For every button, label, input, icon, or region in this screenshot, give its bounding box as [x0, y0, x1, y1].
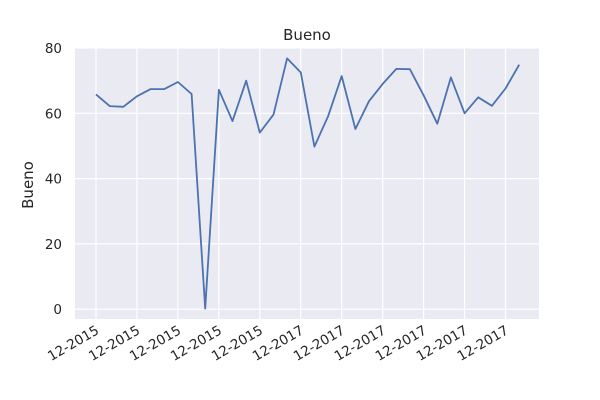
- chart-title: Bueno: [283, 26, 331, 44]
- data-point: [121, 105, 125, 109]
- y-tick-label: 0: [53, 302, 62, 318]
- data-point: [326, 114, 330, 118]
- data-point: [231, 119, 235, 123]
- data-point: [490, 104, 494, 108]
- y-tick-label: 20: [45, 237, 62, 253]
- data-point: [94, 92, 98, 96]
- y-tick-label: 80: [45, 41, 62, 57]
- data-point: [149, 87, 153, 91]
- data-point: [476, 95, 480, 99]
- data-point: [408, 67, 412, 71]
- plot-area: [75, 48, 539, 319]
- series-layer: [94, 56, 521, 311]
- data-point: [162, 87, 166, 91]
- gridlines: [75, 47, 539, 319]
- data-point: [244, 79, 248, 83]
- series-line: [95, 57, 520, 310]
- x-tick-labels: 12-201512-201512-201512-201512-201512-20…: [45, 323, 511, 365]
- data-point: [108, 104, 112, 108]
- data-point: [504, 86, 508, 90]
- data-point: [422, 93, 426, 97]
- data-point: [135, 94, 139, 98]
- data-point: [271, 113, 275, 117]
- data-point: [435, 122, 439, 126]
- data-point: [463, 111, 467, 115]
- data-point: [285, 56, 289, 60]
- data-point: [176, 80, 180, 84]
- data-point: [394, 67, 398, 71]
- y-axis-label: Bueno: [19, 161, 37, 209]
- data-point: [258, 131, 262, 135]
- y-tick-label: 40: [45, 172, 62, 188]
- y-tick-label: 60: [45, 106, 62, 122]
- data-point: [517, 63, 521, 67]
- data-point: [203, 307, 207, 311]
- data-point: [190, 92, 194, 96]
- data-point: [217, 88, 221, 92]
- data-point: [367, 99, 371, 103]
- data-point: [299, 70, 303, 74]
- data-point: [353, 127, 357, 131]
- y-tick-labels: 0 20 40 60 80: [45, 41, 62, 318]
- data-point: [449, 75, 453, 79]
- data-point: [381, 82, 385, 86]
- data-point: [312, 145, 316, 149]
- data-point: [340, 74, 344, 78]
